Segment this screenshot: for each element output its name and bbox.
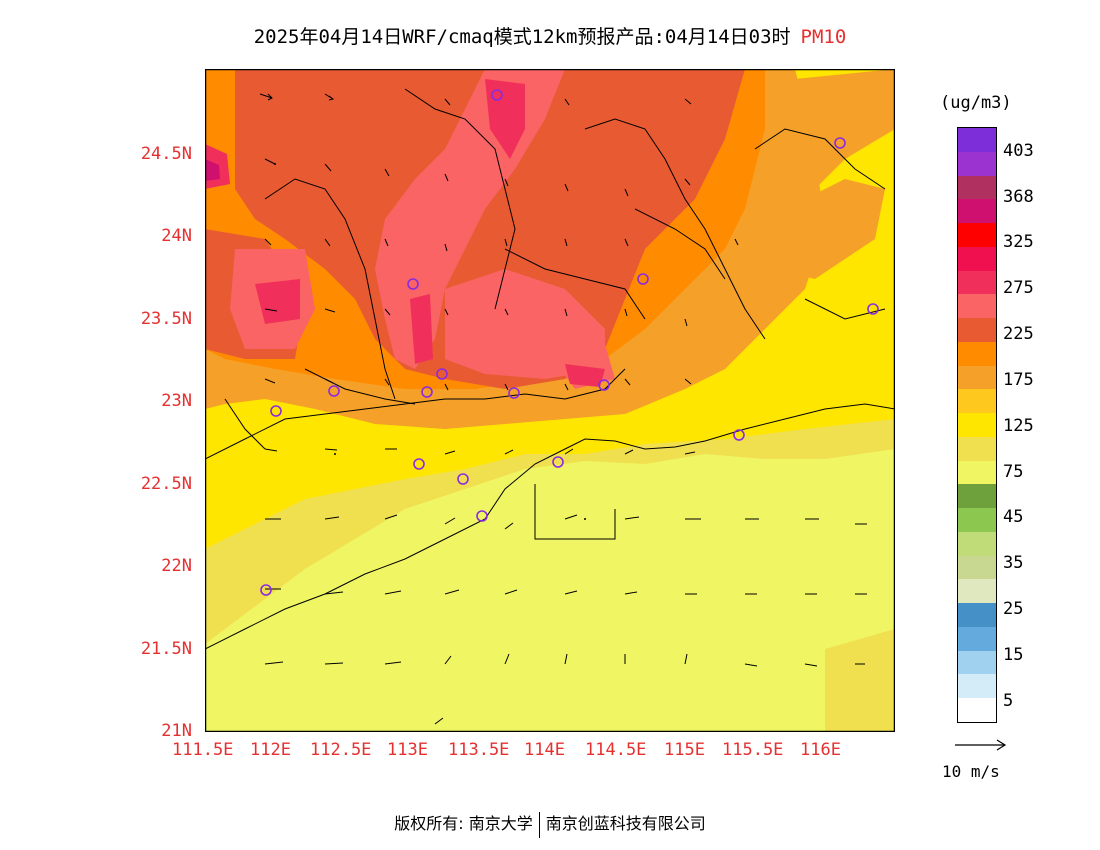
station-marker [491,89,503,101]
colorbar-segment [958,246,996,271]
wind-reference-arrow-icon [955,739,1007,751]
colorbar-tick-label: 5 [1003,691,1014,711]
colorbar-tick-label: 125 [1003,416,1034,436]
colorbar-segment [958,270,996,295]
title-text: 2025年04月14日WRF/cmaq模式12km预报产品:04月14日03时 [253,26,791,48]
band-175-east [765,179,885,279]
lat-tick-label: 21N [161,721,192,741]
colorbar-tick-label: 368 [1003,187,1034,207]
colorbar-tick-label: 403 [1003,141,1034,161]
lat-tick-label: 21.5N [140,639,192,659]
station-marker [328,385,340,397]
colorbar-segment [958,341,996,366]
lat-tick-label: 23N [161,391,192,411]
band-sea-east [825,629,895,732]
forecast-map [205,69,895,732]
colorbar-tick-label: 15 [1003,645,1024,665]
station-marker [260,584,272,596]
colorbar-tick-label: 45 [1003,507,1024,527]
colorbar-segment [958,555,996,580]
colorbar-segment [958,626,996,651]
colorbar-segment [958,318,996,342]
station-markers [260,89,879,596]
colorbar-segment [958,460,996,485]
plot-frame [205,69,895,732]
colorbar-tick-label: 275 [1003,278,1034,298]
station-marker [436,368,448,380]
colorbar-segment [958,128,996,152]
hotspot-east [565,364,605,387]
wind-reference-label: 10 m/s [942,762,1000,781]
station-marker [476,510,488,522]
hotspot-edge-core [205,159,220,181]
lat-tick-label: 23.5N [140,309,192,329]
lon-tick-label: 114E [524,740,565,760]
station-marker [834,137,846,149]
footer-right: 南京创蓝科技有限公司 [545,814,706,833]
colorbar-segment [958,698,996,722]
colorbar-segment [958,508,996,532]
footer-divider [538,811,540,838]
lat-tick-label: 22.5N [140,474,192,494]
colorbar-segment [958,436,996,461]
station-marker [867,303,879,315]
colorbar-tick-label: 325 [1003,232,1034,252]
station-marker [413,458,425,470]
colorbar-tick-label: 175 [1003,370,1034,390]
wind-arrow-heads [274,163,586,520]
colorbar [957,127,997,723]
colorbar-segment [958,413,996,437]
lon-tick-label: 112.5E [310,740,372,760]
lon-tick-label: 111.5E [172,740,234,760]
station-marker [552,456,564,468]
station-marker [637,273,649,285]
colorbar-segment [958,223,996,247]
lat-tick-label: 22N [161,556,192,576]
colorbar-tick-label: 35 [1003,553,1024,573]
pm10-concentration-field [205,69,895,732]
colorbar-segment [958,389,996,413]
station-marker [421,386,433,398]
band-275-325 [235,69,745,389]
station-marker [407,278,419,290]
colorbar-segment [958,151,996,176]
colorbar-segment [958,603,996,627]
colorbar-segment [958,175,996,200]
colorbar-segment [958,650,996,675]
lon-tick-label: 113E [387,740,428,760]
colorbar-unit: (ug/m3) [940,93,1012,113]
footer-left: 版权所有: 南京大学 [394,814,533,833]
admin-boundaries [205,88,895,650]
band-175-ne [795,69,895,189]
hotspot-center [410,294,433,364]
copyright-footer: 版权所有: 南京大学 南京创蓝科技有限公司 [0,810,1100,838]
wind-vectors [259,93,867,725]
station-marker [270,405,282,417]
lat-tick-label: 24N [161,226,192,246]
colorbar-segment [958,579,996,603]
colorbar-segment [958,294,996,318]
colorbar-segment [958,365,996,390]
station-marker [733,429,745,441]
lon-tick-label: 113.5E [448,740,510,760]
map-title: 2025年04月14日WRF/cmaq模式12km预报产品:04月14日03时 P… [0,22,1100,49]
lon-tick-label: 112E [250,740,291,760]
lon-tick-label: 116E [800,740,841,760]
colorbar-segment [958,484,996,508]
colorbar-tick-label: 75 [1003,462,1024,482]
colorbar-tick-label: 25 [1003,599,1024,619]
colorbar-segment [958,531,996,556]
station-marker [457,473,469,485]
lon-tick-label: 115E [664,740,705,760]
station-marker [508,387,520,399]
hotspot-west [255,279,300,324]
colorbar-segment [958,674,996,698]
colorbar-segment [958,199,996,223]
colorbar-tick-label: 225 [1003,324,1034,344]
station-marker [598,379,610,391]
lon-tick-label: 115.5E [722,740,784,760]
lat-tick-label: 24.5N [140,144,192,164]
variable-label: PM10 [800,26,847,48]
lon-tick-label: 114.5E [585,740,647,760]
